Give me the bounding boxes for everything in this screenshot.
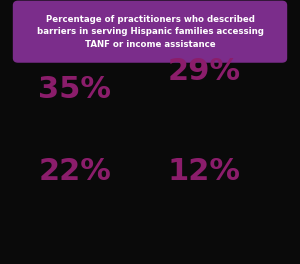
Text: Percentage of practitioners who described
barriers in serving Hispanic families : Percentage of practitioners who describe… <box>37 15 263 49</box>
Text: 22%: 22% <box>39 157 111 186</box>
Text: 12%: 12% <box>167 157 241 186</box>
Text: 35%: 35% <box>38 75 112 104</box>
Text: 29%: 29% <box>167 57 241 86</box>
FancyBboxPatch shape <box>14 1 286 62</box>
